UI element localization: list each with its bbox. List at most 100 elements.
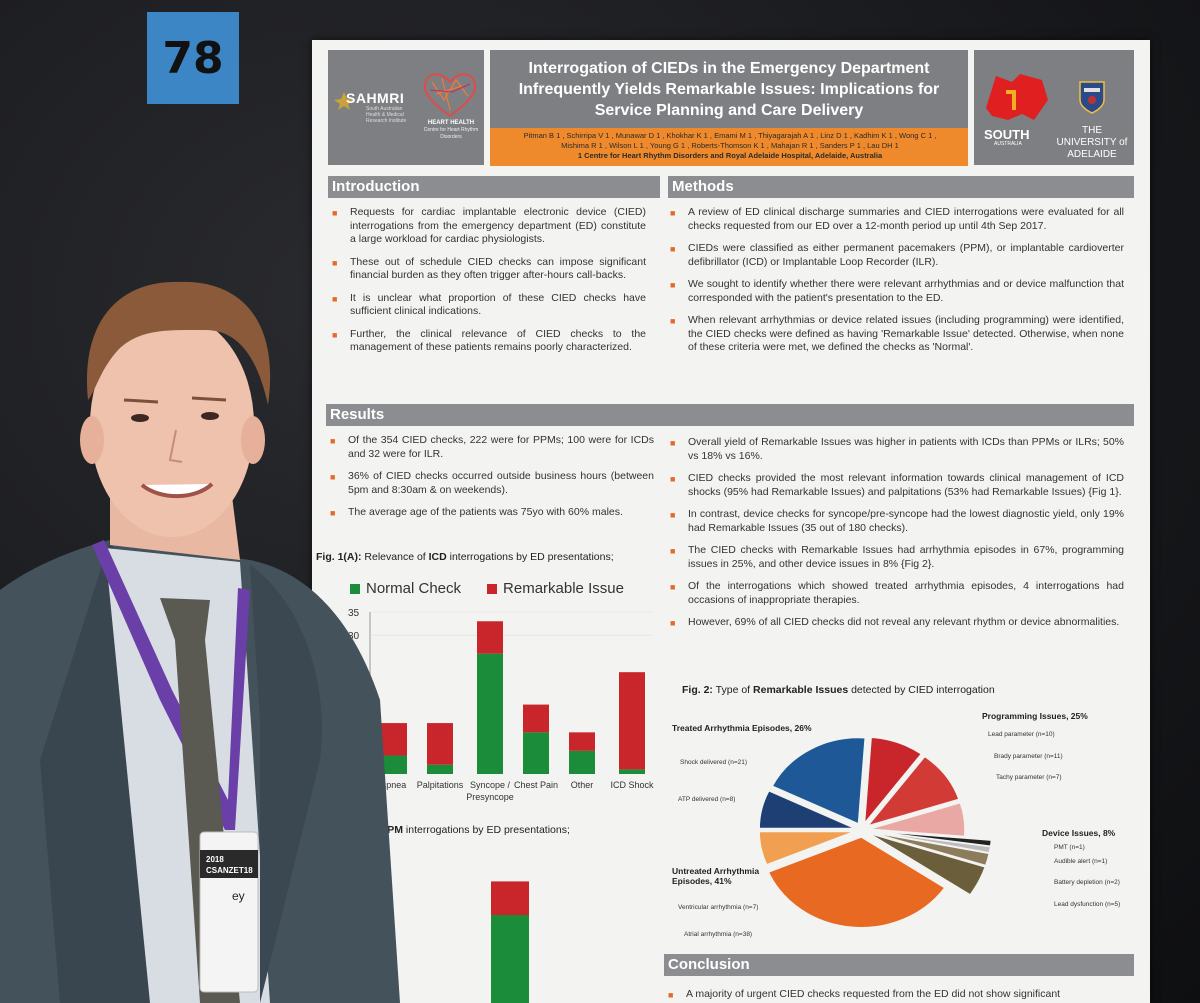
bar-normal: [477, 653, 503, 774]
pie-slice: [868, 831, 991, 867]
pie-slice: [758, 789, 856, 830]
methods-bullet: ■ When relevant arrhythmias or device rel…: [666, 314, 1124, 355]
methods-bullet: ■ We sought to identify whether there wer…: [666, 278, 1124, 305]
poster-title-box: Interrogation of CIEDs in the Emergency …: [490, 50, 968, 128]
bullet-square-icon: ■: [332, 329, 338, 340]
poster-authors-line-1: Pitman B 1 , Schirripa V 1 , Munawar D 1…: [523, 131, 937, 140]
sahmri-logo-subtext: South Australian Health & Medical Resear…: [366, 106, 407, 124]
university-of-adelaide-crest-icon: [1079, 81, 1105, 114]
pie-label-brady-parameter: Brady parameter (n=11): [994, 753, 1063, 760]
introduction-heading: Introduction: [328, 176, 660, 198]
board-number-sign: 78: [147, 12, 239, 104]
figure-1a-bar-chart: 35 30 (n=) spnea Palpitations Syncope / Presyn…: [318, 608, 654, 802]
pie-slice: [758, 830, 856, 866]
poster-affiliation: 1 Centre for Heart Rhythm Disorders and …: [577, 151, 883, 160]
figure-1b-caption-bold: PPM: [380, 824, 403, 836]
introduction-bullet: ■ These out of schedule CIED checks can i…: [328, 256, 646, 283]
pie-label-lead-dysfunction: Lead dysfunction (n=5): [1054, 901, 1121, 908]
results-bullet: ■ CIED checks provided the most relevant …: [666, 472, 1124, 499]
bullet-square-icon: ■: [670, 582, 676, 592]
y-tick-label: 35: [348, 608, 360, 619]
figure-1b-title: Relevance of PPM interrogations by ED pr…: [316, 824, 570, 836]
south-australia-logo-icon: [986, 74, 1048, 120]
results-bullet: ■ In contrast, device checks for syncope/…: [666, 508, 1124, 535]
bar-remarkable: [477, 621, 503, 654]
pie-label-atrial-arrhythmia: Atrial arrhythmia (n=38): [684, 931, 753, 938]
bullet-square-icon: ■: [670, 316, 676, 326]
bar-normal: [619, 769, 645, 774]
bar-normal: [381, 755, 407, 774]
pie-slice: [865, 755, 961, 828]
figure-2-pie-chart: [758, 736, 993, 929]
heart-health-logo-icon: [423, 73, 477, 118]
university-of-adelaide-logo-text: THE UNIVERSITY of ADELAIDE: [1056, 125, 1128, 160]
pie-group-device-issues: Device Issues, 8%: [1042, 828, 1116, 838]
bullet-square-icon: ■: [670, 280, 676, 290]
figure-1b-bar-chart: [491, 881, 529, 1003]
x-tick-label: Other: [571, 780, 594, 790]
bullet-square-icon: ■: [330, 472, 336, 482]
south-australia-logo-subtext: AUSTRALIA: [994, 141, 1022, 147]
header-logos-left: SAHMRI South Australian Health & Medical…: [328, 50, 484, 165]
research-poster: SAHMRI South Australian Health & Medical…: [312, 40, 1150, 1003]
bullet-square-icon: ■: [670, 438, 676, 448]
results-bullet-text: 36% of CIED checks occurred outside busi…: [348, 470, 654, 496]
bullet-square-icon: ■: [332, 208, 338, 218]
results-bullet: ■ The CIED checks with Remarkable Issues …: [666, 544, 1124, 571]
poster-author-box: Pitman B 1 , Schirripa V 1 , Munawar D 1…: [490, 128, 968, 166]
header-logos-right: SOUTH AUSTRALIA THE UNIVERSITY of ADELAI…: [974, 50, 1134, 165]
methods-bullet-text: A review of ED clinical discharge summar…: [688, 206, 1124, 232]
introduction-bullet: ■ It is unclear what proportion of these …: [328, 292, 646, 319]
pie-group-untreated-arrhythmia: Untreated Arrhythmia Episodes, 41%: [672, 866, 760, 886]
figure-1a-label: Fig. 1(A):: [316, 551, 362, 563]
legend-swatch-remarkable: [487, 583, 498, 594]
bullet-square-icon: ■: [670, 510, 676, 520]
legend-label-remarkable: Remarkable Issue: [503, 580, 624, 597]
bullet-square-icon: ■: [330, 508, 336, 518]
heart-health-subtitle: Centre for Heart Rhythm Disorders: [423, 127, 479, 140]
x-tick-label: Chest Pain: [514, 780, 558, 790]
bar-normal: [491, 915, 529, 1003]
conclusion-heading: Conclusion: [664, 954, 1134, 976]
methods-bullets: ■ A review of ED clinical discharge summa…: [666, 206, 1124, 364]
results-bullet: ■ 36% of CIED checks occurred outside bus…: [326, 470, 654, 497]
legend-swatch-normal: [350, 583, 360, 594]
results-bullet: ■ Of the interrogations which showed trea…: [666, 580, 1124, 607]
results-heading: Results: [326, 404, 1134, 426]
y-tick-label: 30: [348, 631, 360, 642]
bullet-square-icon: ■: [670, 618, 676, 628]
methods-bullet: ■ A review of ED clinical discharge summa…: [666, 206, 1124, 233]
results-left-bullets: ■ Of the 354 CIED checks, 222 were for PP…: [326, 434, 654, 529]
pie-label-shock-delivered: Shock delivered (n=21): [680, 759, 748, 766]
bar-normal: [569, 750, 595, 774]
pie-slice: [867, 832, 987, 896]
results-bullet-text: The average age of the patients was 75yo…: [348, 506, 623, 518]
pie-label-ventricular-arrhythmia: Ventricular arrhythmia (n=7): [678, 904, 759, 911]
results-bullet-text: However, 69% of all CIED checks did not …: [688, 616, 1120, 628]
figure-1a-title: Fig. 1(A): Relevance of ICD interrogatio…: [316, 551, 614, 563]
methods-bullet-text: When relevant arrhythmias or device rela…: [688, 314, 1124, 353]
results-bullet: ■ Of the 354 CIED checks, 222 were for PP…: [326, 434, 654, 461]
pie-label-tachy-parameter: Tachy parameter (n=7): [996, 774, 1062, 781]
poster-authors-line-2: Mishima R 1 , Wilson L 1 , Young G 1 , R…: [561, 141, 899, 150]
introduction-bullet-text: It is unclear what proportion of these C…: [350, 291, 646, 318]
pie-label-atp-delivered: ATP delivered (n=8): [678, 796, 736, 803]
y-axis-label: (n=): [318, 610, 328, 626]
figure-2-caption-bold: Remarkable Issues: [753, 684, 849, 696]
results-bullet: ■ The average age of the patients was 75y…: [326, 506, 654, 520]
methods-heading: Methods: [668, 176, 1134, 198]
results-bullet-text: CIED checks provided the most relevant i…: [688, 472, 1124, 498]
x-tick-label: spnea: [382, 780, 407, 790]
pie-label-pmt: PMT (n=1): [1054, 844, 1085, 851]
heart-health-logo-text: HEART HEALTH Centre for Heart Rhythm Dis…: [420, 120, 482, 141]
heart-health-title: HEART HEALTH: [427, 120, 475, 126]
introduction-bullet: ■ Further, the clinical relevance of CIED…: [328, 328, 646, 355]
figure-1a-legend: Normal Check Remarkable Issue: [350, 580, 624, 597]
x-tick-label-line2: Presyncope: [466, 792, 514, 802]
bullet-square-icon: ■: [670, 208, 676, 218]
pie-label-lead-parameter: Lead parameter (n=10): [988, 731, 1055, 738]
conclusion-bullet-text: A majority of urgent CIED checks request…: [686, 988, 1061, 1000]
bar-remarkable: [427, 723, 453, 765]
methods-bullet: ■ CIEDs were classified as either permane…: [666, 242, 1124, 269]
pie-group-treated-arrhythmia: Treated Arrhythmia Episodes, 26%: [672, 723, 812, 733]
